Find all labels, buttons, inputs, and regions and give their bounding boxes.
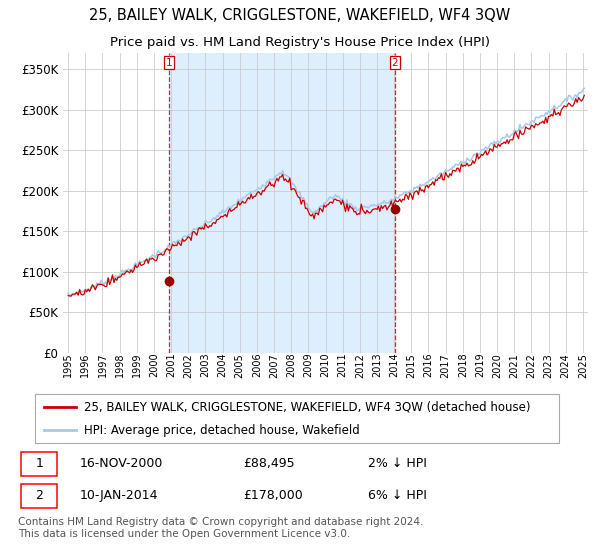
Text: 2025: 2025 (578, 353, 588, 377)
Text: 2015: 2015 (406, 353, 416, 377)
Text: 2018: 2018 (458, 353, 468, 377)
Text: 1996: 1996 (80, 353, 91, 377)
Text: 2007: 2007 (269, 353, 279, 377)
Text: 25, BAILEY WALK, CRIGGLESTONE, WAKEFIELD, WF4 3QW (detached house): 25, BAILEY WALK, CRIGGLESTONE, WAKEFIELD… (84, 400, 530, 413)
Text: 2008: 2008 (286, 353, 296, 377)
Text: 1: 1 (35, 458, 43, 470)
Text: 10-JAN-2014: 10-JAN-2014 (80, 489, 158, 502)
Text: 1999: 1999 (132, 353, 142, 377)
Text: 2% ↓ HPI: 2% ↓ HPI (368, 458, 427, 470)
Text: 1998: 1998 (115, 353, 125, 377)
Text: 2011: 2011 (338, 353, 347, 377)
Text: Price paid vs. HM Land Registry's House Price Index (HPI): Price paid vs. HM Land Registry's House … (110, 36, 490, 49)
Text: 2022: 2022 (526, 353, 536, 377)
Text: 2020: 2020 (492, 353, 502, 377)
Text: 2006: 2006 (252, 353, 262, 377)
Bar (169, 53, 395, 353)
Text: Contains HM Land Registry data © Crown copyright and database right 2024.
This d: Contains HM Land Registry data © Crown c… (18, 517, 424, 539)
Text: 2024: 2024 (560, 353, 571, 377)
Text: 2019: 2019 (475, 353, 485, 377)
Text: 2002: 2002 (183, 353, 193, 377)
Text: HPI: Average price, detached house, Wakefield: HPI: Average price, detached house, Wake… (84, 424, 360, 437)
Text: 2016: 2016 (424, 353, 433, 377)
Text: 2017: 2017 (440, 353, 451, 377)
Text: 2010: 2010 (320, 353, 331, 377)
Text: 6% ↓ HPI: 6% ↓ HPI (368, 489, 427, 502)
Text: £178,000: £178,000 (244, 489, 304, 502)
Text: 2012: 2012 (355, 353, 365, 377)
Text: 2021: 2021 (509, 353, 519, 377)
Text: 2014: 2014 (389, 353, 399, 377)
Text: 2000: 2000 (149, 353, 159, 377)
Text: 2004: 2004 (218, 353, 227, 377)
FancyBboxPatch shape (21, 484, 58, 508)
Text: 2003: 2003 (200, 353, 211, 377)
Text: 1995: 1995 (63, 353, 73, 377)
Text: 1997: 1997 (97, 353, 107, 377)
FancyBboxPatch shape (21, 452, 58, 475)
Text: 16-NOV-2000: 16-NOV-2000 (80, 458, 163, 470)
Text: 2009: 2009 (304, 353, 313, 377)
Text: 2023: 2023 (544, 353, 554, 377)
Text: £88,495: £88,495 (244, 458, 295, 470)
Text: 2013: 2013 (372, 353, 382, 377)
Text: 2001: 2001 (166, 353, 176, 377)
Text: 25, BAILEY WALK, CRIGGLESTONE, WAKEFIELD, WF4 3QW: 25, BAILEY WALK, CRIGGLESTONE, WAKEFIELD… (89, 8, 511, 23)
FancyBboxPatch shape (35, 394, 559, 443)
Text: 2: 2 (35, 489, 43, 502)
Text: 1: 1 (166, 58, 172, 68)
Text: 2: 2 (391, 58, 398, 68)
Text: 2005: 2005 (235, 353, 245, 377)
